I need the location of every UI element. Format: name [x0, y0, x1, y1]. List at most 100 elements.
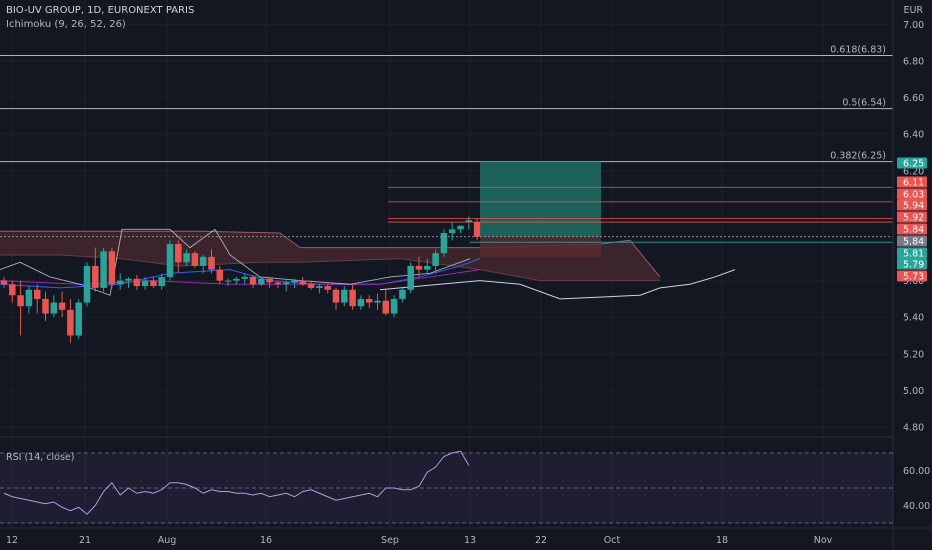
price-tag: [897, 270, 927, 282]
candle-body: [166, 244, 174, 277]
price-tag: [897, 211, 927, 223]
candle-body: [199, 256, 207, 266]
candle-body: [133, 278, 141, 287]
price-tag: [897, 188, 927, 200]
candle-body: [349, 289, 356, 307]
price-tag: [897, 176, 927, 188]
price-tag-label: 5.94: [903, 201, 924, 212]
price-tag: [897, 157, 927, 169]
price-tag-label: 5.84: [903, 237, 924, 248]
price-tick-label: 5.40: [903, 313, 924, 324]
kijun-sen: [0, 269, 481, 285]
candle-body: [9, 284, 16, 296]
candle-body: [390, 298, 398, 314]
candle-body: [324, 286, 331, 290]
candle-body: [67, 309, 74, 336]
candle-body: [125, 278, 132, 281]
candle-body: [374, 300, 381, 303]
candle-body: [175, 244, 182, 263]
candle-body: [33, 289, 41, 299]
candle-body: [258, 278, 265, 285]
price-tag-label: 5.84: [903, 225, 924, 236]
price-tag-label: 5.81: [903, 249, 924, 260]
candle-body: [407, 265, 414, 290]
price-tick-label: 6.20: [903, 166, 924, 177]
candle-body: [83, 265, 91, 303]
candle-body: [440, 233, 448, 254]
price-tick-label: 6.60: [903, 93, 924, 104]
time-tick-label: Aug: [158, 535, 177, 546]
candle-body: [465, 220, 473, 223]
candle-body: [183, 253, 190, 263]
candle-body: [241, 276, 248, 279]
candle-body: [116, 280, 124, 285]
time-tick-label: Oct: [604, 535, 621, 546]
candle-body: [108, 251, 116, 285]
time-tick-label: 22: [535, 535, 547, 546]
chikou-span: [0, 228, 471, 296]
candle-body: [307, 284, 315, 288]
candle-body: [399, 289, 406, 299]
candle-body: [50, 302, 58, 314]
time-tick-label: Nov: [814, 535, 833, 546]
candle-body: [382, 300, 390, 314]
candle-body: [58, 302, 66, 310]
candle-body: [92, 265, 99, 288]
price-tag-label: 5.79: [903, 260, 924, 271]
senkou-span-a: [0, 230, 661, 278]
ichimoku-cloud: [0, 231, 660, 281]
candle-body: [224, 280, 232, 282]
price-tick-label: 6.80: [903, 57, 924, 68]
rsi-label: RSI (14, close): [6, 452, 75, 463]
price-tick-label: 7.00: [903, 20, 924, 31]
candle-body: [365, 298, 373, 303]
rsi-tick-label: 40.00: [903, 501, 930, 512]
candle-body: [424, 265, 431, 270]
candle-body: [249, 276, 257, 285]
indicator-label: Ichimoku (9, 26, 52, 26): [6, 19, 126, 30]
rsi-line: [3, 450, 470, 515]
price-tag-label: 6.11: [903, 178, 924, 189]
time-tick-label: 18: [716, 535, 728, 546]
candle-body: [191, 253, 199, 266]
price-tag: [897, 223, 927, 235]
candle-body: [432, 253, 439, 266]
price-tick-label: 4.80: [903, 423, 924, 434]
time-tick-label: 12: [6, 535, 18, 546]
candle-body: [332, 289, 340, 303]
time-tick-label: Sep: [381, 535, 399, 546]
candle-body: [415, 265, 423, 270]
currency-label: EUR: [903, 5, 923, 16]
candle-body: [291, 280, 298, 283]
candle-body: [25, 289, 33, 307]
fib-label: 0.5(6.54): [842, 98, 886, 109]
candle-body: [357, 298, 365, 307]
price-tag-label: 5.73: [903, 272, 924, 283]
candle-body: [266, 278, 273, 283]
candle-body: [158, 276, 165, 287]
candle-body: [341, 289, 348, 303]
price-tag-label: 6.25: [903, 159, 924, 170]
lagging-span: [379, 269, 736, 300]
time-tick-label: 16: [260, 535, 272, 546]
price-tag: [897, 258, 927, 270]
fib-label: 0.382(6.25): [830, 151, 886, 162]
price-tag: [897, 235, 927, 247]
price-tag: [897, 199, 927, 211]
price-tick-label: 5.20: [903, 349, 924, 360]
candle-body: [316, 286, 323, 288]
candle-body: [274, 282, 282, 285]
candle-body: [216, 269, 224, 281]
candles: [0, 216, 481, 343]
price-tick-label: 5.60: [903, 276, 924, 287]
target-zone: [480, 161, 601, 237]
candle-body: [150, 280, 157, 287]
symbol-title: BIO-UV GROUP, 1D, EURONEXT PARIS: [6, 5, 195, 16]
candle-body: [448, 229, 456, 234]
candle-body: [473, 222, 481, 237]
price-tick-label: 6.40: [903, 130, 924, 141]
candle-body: [233, 278, 240, 281]
price-tag-label: 5.92: [903, 213, 924, 224]
